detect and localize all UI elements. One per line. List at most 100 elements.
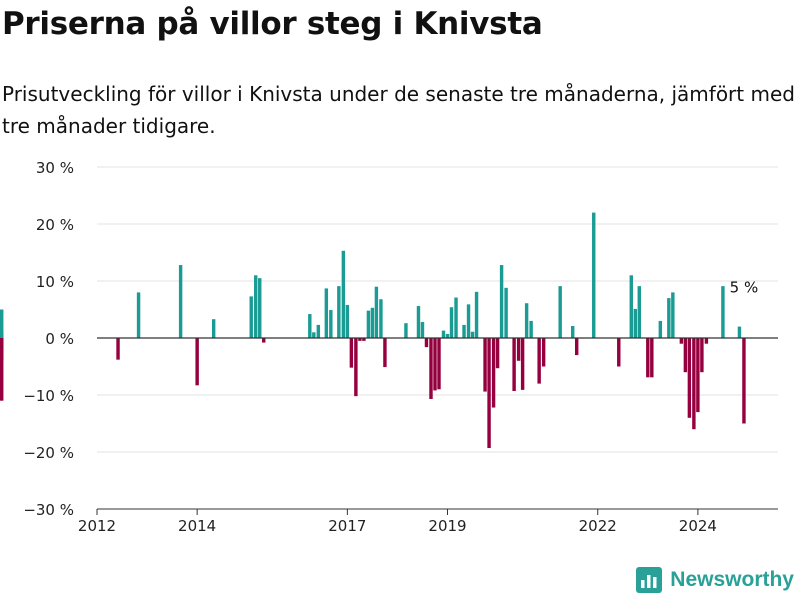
annotations: 5 %	[730, 279, 759, 297]
y-tick-label: −20 %	[23, 444, 74, 462]
value-annotation: 5 %	[730, 279, 759, 297]
bar	[424, 338, 429, 348]
bar	[721, 286, 725, 338]
bar	[524, 303, 529, 338]
bar	[700, 338, 704, 373]
chart-title: Priserna på villor steg i Knivsta	[2, 6, 543, 42]
bar	[737, 326, 742, 338]
bar-chart-logo-icon	[636, 567, 663, 593]
bar	[646, 338, 650, 378]
bar	[512, 338, 516, 392]
bar	[416, 306, 421, 338]
bar	[658, 320, 663, 338]
brand-logo[interactable]: Newsworthy	[636, 566, 794, 594]
bar	[474, 291, 479, 338]
axes	[97, 337, 778, 510]
bar	[249, 296, 253, 338]
bar	[0, 338, 4, 356]
bar	[679, 338, 684, 344]
bar	[445, 334, 450, 338]
x-axis-ticks: 2012 2014 2017 2019 2022 2024	[78, 509, 717, 535]
bar	[441, 330, 446, 338]
bar	[516, 338, 521, 361]
bar	[324, 288, 329, 338]
bar	[316, 324, 321, 338]
bar	[483, 338, 487, 392]
chart-subtitle: Prisutveckling för villor i Knivsta unde…	[2, 82, 795, 138]
bar	[349, 338, 354, 368]
bar	[383, 338, 387, 368]
bar	[366, 310, 371, 338]
bar	[341, 250, 346, 338]
y-tick-label: −30 %	[23, 501, 74, 519]
y-axis-ticks: 30 % 20 % 10 % 0 % −10 % −20 % −30 %	[23, 159, 74, 519]
y-tick-label: 30 %	[36, 159, 74, 177]
bar	[671, 292, 675, 338]
bar	[537, 338, 541, 384]
bar-chart: 30 %20 %10 %0 %−10 %−20 %−30 % 2012 2014 2…	[0, 159, 778, 535]
bar	[570, 326, 575, 338]
x-tick-label: 2019	[428, 517, 466, 535]
bar	[262, 338, 266, 343]
y-tick-label: 0 %	[45, 330, 74, 348]
bar	[696, 338, 700, 413]
bar	[116, 338, 120, 360]
bar	[354, 338, 358, 397]
bar	[254, 275, 258, 338]
y-tick-label: −10 %	[23, 387, 74, 405]
bar	[308, 314, 312, 338]
bar	[592, 212, 596, 338]
bar	[0, 338, 4, 344]
bar	[704, 338, 709, 344]
bar	[195, 338, 199, 386]
bar	[178, 265, 183, 338]
bar	[558, 286, 562, 338]
y-tick-label: 10 %	[36, 273, 74, 291]
bar	[258, 278, 262, 338]
bar	[404, 323, 408, 338]
bar	[0, 309, 4, 338]
bar	[358, 338, 362, 341]
bar	[499, 265, 504, 338]
bar	[429, 338, 433, 399]
bar	[491, 338, 496, 408]
bar	[449, 307, 454, 338]
y-tick-label: 20 %	[36, 216, 74, 234]
brand-name: Newsworthy	[670, 568, 794, 591]
bar	[312, 332, 316, 338]
x-tick-label: 2017	[328, 517, 366, 535]
bar	[437, 338, 441, 390]
bar	[470, 331, 475, 338]
bar	[420, 322, 425, 338]
bar	[667, 298, 671, 338]
x-tick-label: 2024	[679, 517, 717, 535]
bar	[462, 324, 466, 338]
bar	[487, 338, 491, 449]
bar	[687, 338, 692, 418]
bar	[362, 338, 366, 341]
bar	[617, 338, 621, 367]
bar	[633, 308, 637, 338]
bars	[0, 212, 746, 449]
x-tick-label: 2012	[78, 517, 116, 535]
bar	[370, 307, 375, 338]
bar	[454, 297, 458, 338]
bar	[574, 338, 579, 356]
bar	[345, 304, 350, 338]
bar	[329, 310, 333, 338]
bar	[433, 338, 437, 391]
x-tick-label: 2014	[178, 517, 216, 535]
bar	[541, 338, 546, 367]
bar	[337, 286, 341, 338]
bar	[692, 338, 696, 430]
bar	[529, 320, 533, 338]
bar	[637, 286, 642, 338]
bar	[211, 319, 216, 338]
bar	[374, 286, 379, 338]
bar	[379, 299, 383, 338]
bar	[0, 338, 4, 401]
bar	[650, 338, 654, 378]
bar	[742, 338, 746, 424]
bar	[520, 338, 525, 390]
x-tick-label: 2022	[579, 517, 617, 535]
